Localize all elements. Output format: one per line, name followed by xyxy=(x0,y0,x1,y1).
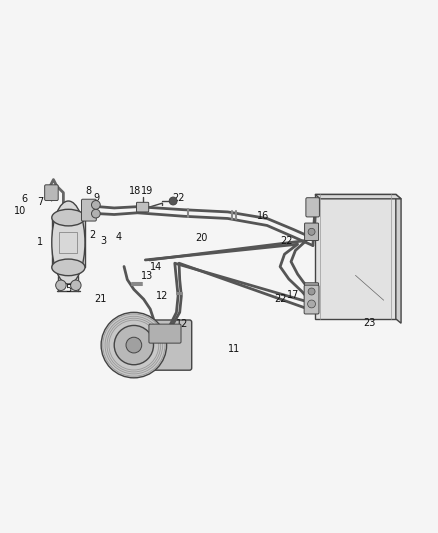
Text: 10: 10 xyxy=(14,206,26,216)
Text: 11: 11 xyxy=(228,344,240,354)
Text: 23: 23 xyxy=(364,318,376,328)
Ellipse shape xyxy=(52,209,85,226)
FancyBboxPatch shape xyxy=(81,199,96,221)
Circle shape xyxy=(308,288,315,295)
Ellipse shape xyxy=(52,259,85,276)
Text: 20: 20 xyxy=(195,233,208,243)
Circle shape xyxy=(169,197,177,205)
Polygon shape xyxy=(315,195,401,199)
Text: 5: 5 xyxy=(65,284,71,294)
Circle shape xyxy=(307,300,315,308)
FancyBboxPatch shape xyxy=(45,185,58,200)
Circle shape xyxy=(126,337,142,353)
Text: 9: 9 xyxy=(94,193,100,203)
Circle shape xyxy=(56,280,66,290)
FancyBboxPatch shape xyxy=(304,223,318,240)
Circle shape xyxy=(101,312,166,378)
Circle shape xyxy=(114,326,153,365)
Text: 22: 22 xyxy=(173,192,185,203)
Text: 22: 22 xyxy=(280,236,293,246)
FancyBboxPatch shape xyxy=(304,283,318,300)
Text: 14: 14 xyxy=(149,262,162,272)
Text: 22: 22 xyxy=(274,294,286,304)
Text: 7: 7 xyxy=(37,197,43,207)
Circle shape xyxy=(92,200,100,209)
FancyBboxPatch shape xyxy=(148,320,192,370)
Text: 12: 12 xyxy=(156,291,169,301)
Text: 17: 17 xyxy=(287,290,300,300)
Circle shape xyxy=(92,209,100,218)
Text: 21: 21 xyxy=(94,294,106,304)
Bar xyxy=(52,217,85,268)
Bar xyxy=(315,195,396,319)
Ellipse shape xyxy=(52,201,85,284)
Text: 18: 18 xyxy=(129,187,141,196)
Bar xyxy=(59,232,78,253)
Polygon shape xyxy=(396,195,401,323)
Text: 6: 6 xyxy=(21,194,28,204)
Text: 19: 19 xyxy=(141,187,153,196)
Text: 8: 8 xyxy=(85,187,91,196)
Text: 13: 13 xyxy=(141,271,153,281)
Text: 2: 2 xyxy=(89,230,95,240)
Text: 1: 1 xyxy=(37,238,43,247)
FancyBboxPatch shape xyxy=(306,198,319,217)
Text: 12: 12 xyxy=(176,319,188,329)
Text: 3: 3 xyxy=(100,236,106,246)
Circle shape xyxy=(71,280,81,290)
Text: 16: 16 xyxy=(257,211,269,221)
FancyBboxPatch shape xyxy=(149,324,181,343)
FancyBboxPatch shape xyxy=(304,285,319,314)
Circle shape xyxy=(308,228,315,235)
FancyBboxPatch shape xyxy=(137,203,149,212)
Text: 4: 4 xyxy=(116,232,122,242)
